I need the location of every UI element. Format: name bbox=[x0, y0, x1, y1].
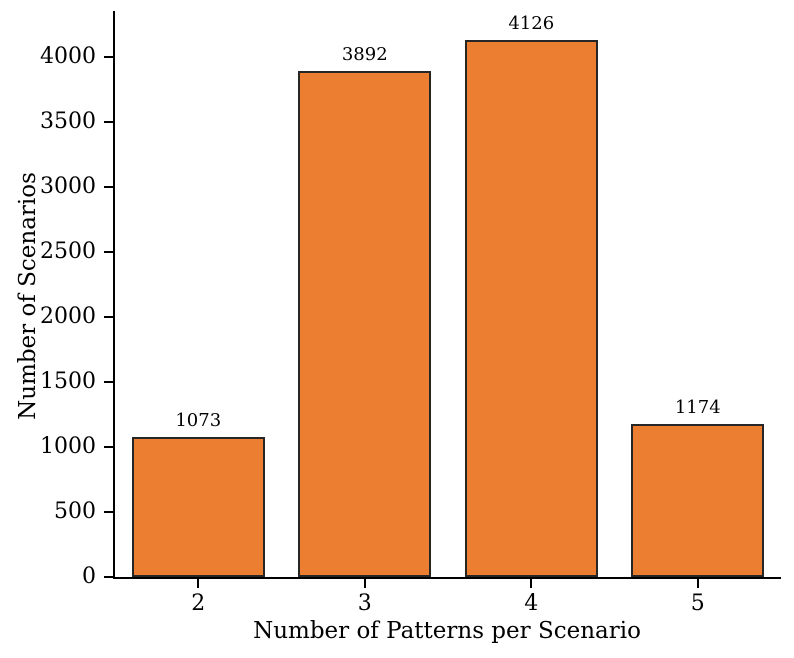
bar-value-label: 1174 bbox=[674, 397, 721, 419]
x-tick-mark bbox=[530, 579, 533, 588]
y-tick-label: 3500 bbox=[40, 108, 96, 134]
bar-value-label: 4126 bbox=[508, 13, 555, 35]
y-tick-mark bbox=[104, 445, 113, 448]
x-axis-label: Number of Patterns per Scenario bbox=[253, 618, 641, 644]
y-tick-mark bbox=[104, 185, 113, 188]
y-tick-label: 2500 bbox=[40, 238, 96, 264]
y-tick-label: 4000 bbox=[40, 43, 96, 69]
plot-area: 0 500 1000 1500 2000 2500 3000 3500 4000 1073 2 389… bbox=[40, 11, 781, 616]
y-tick-label: 3000 bbox=[40, 173, 96, 199]
bar bbox=[464, 40, 598, 577]
y-tick-mark bbox=[104, 120, 113, 123]
x-tick-mark bbox=[197, 579, 200, 588]
y-tick-label: 1500 bbox=[40, 368, 96, 394]
bar-value-label: 1073 bbox=[175, 410, 222, 432]
x-tick-label: 5 bbox=[690, 591, 705, 616]
x-tick-label: 3 bbox=[357, 591, 372, 616]
x-tick-label: 4 bbox=[524, 591, 539, 616]
x-tick-mark bbox=[696, 579, 699, 588]
y-tick-label: 0 bbox=[82, 564, 96, 589]
y-tick-label: 500 bbox=[54, 498, 96, 524]
bar bbox=[631, 424, 765, 577]
y-tick-mark bbox=[104, 55, 113, 58]
y-tick-mark bbox=[104, 380, 113, 383]
y-tick-mark bbox=[104, 315, 113, 318]
y-tick-mark bbox=[104, 576, 113, 578]
y-tick-label: 2000 bbox=[40, 303, 96, 329]
y-tick-mark bbox=[104, 510, 113, 513]
bar bbox=[298, 70, 432, 577]
y-tick-mark bbox=[104, 250, 113, 253]
y-tick-label: 1000 bbox=[40, 433, 96, 459]
bar-value-label: 3892 bbox=[341, 43, 388, 65]
x-tick-mark bbox=[363, 579, 366, 588]
bar bbox=[131, 437, 265, 577]
x-tick-label: 2 bbox=[191, 591, 206, 616]
